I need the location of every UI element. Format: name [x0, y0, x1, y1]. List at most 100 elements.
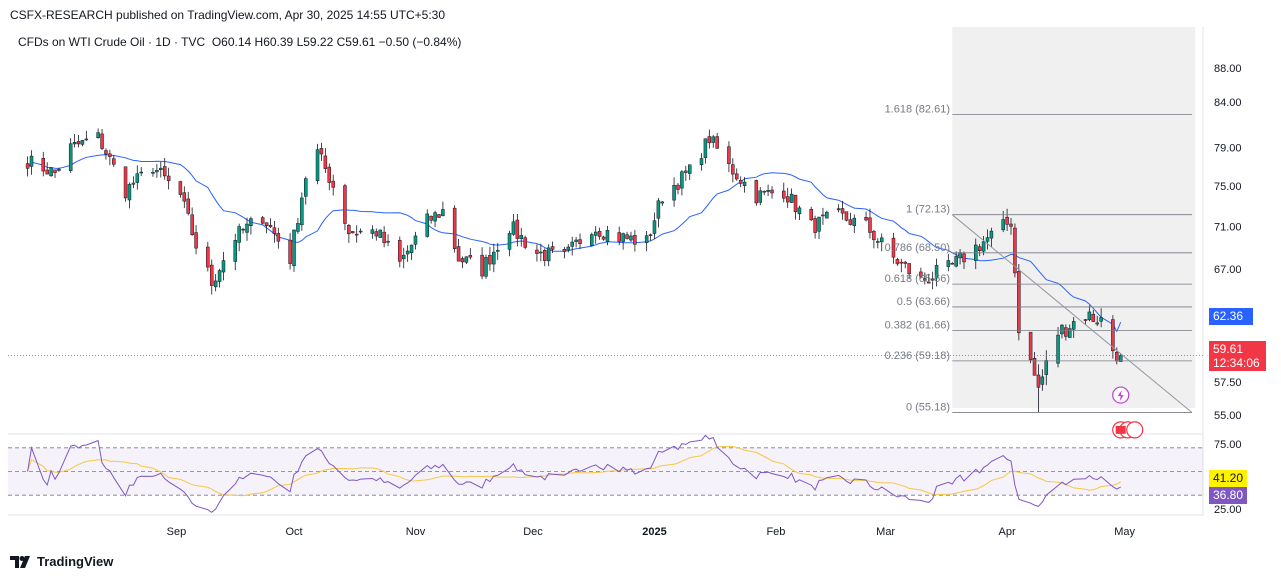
- close-value: C59.61: [336, 35, 376, 49]
- candle: [260, 215, 265, 225]
- candle-body: [41, 158, 46, 172]
- candle: [468, 248, 473, 260]
- rsi-tag: 36.80: [1209, 487, 1247, 504]
- candle: [57, 167, 61, 172]
- candle-body: [378, 229, 382, 238]
- candle-body: [1060, 324, 1064, 335]
- time-tick-label: Oct: [285, 526, 302, 538]
- candle-body: [209, 264, 214, 286]
- candle-body: [946, 260, 951, 267]
- candle-body: [562, 249, 567, 252]
- candle: [1032, 351, 1037, 376]
- candle: [237, 223, 241, 252]
- candle: [1111, 315, 1115, 359]
- candle: [539, 243, 543, 262]
- candle: [323, 148, 328, 173]
- candle: [766, 184, 770, 197]
- candle: [770, 186, 774, 199]
- candle-body: [108, 153, 112, 157]
- candle-body: [977, 246, 982, 251]
- candle: [566, 244, 571, 253]
- candle: [590, 232, 594, 247]
- candle: [276, 227, 281, 249]
- candle: [817, 216, 821, 240]
- candle-body: [848, 219, 853, 225]
- candle: [1099, 308, 1103, 328]
- candle-body: [539, 251, 543, 254]
- candle: [903, 260, 907, 269]
- time-tick-label: May: [1114, 526, 1135, 538]
- low-value: L59.22: [296, 35, 334, 49]
- candle-body: [437, 214, 441, 218]
- candle-body: [711, 136, 715, 143]
- candle-body: [864, 217, 868, 221]
- candle-body: [703, 138, 708, 158]
- candle: [821, 207, 825, 225]
- time-tick-label: Sep: [167, 526, 187, 538]
- candle-body: [1009, 223, 1013, 227]
- candle: [785, 187, 790, 208]
- fib-shade-region: [952, 27, 1196, 408]
- candle: [789, 188, 794, 204]
- candle: [523, 235, 527, 250]
- candle: [930, 271, 935, 290]
- candle: [989, 227, 994, 248]
- candle: [879, 233, 884, 252]
- candle: [382, 226, 386, 248]
- candle-body: [566, 246, 571, 251]
- tradingview-brand: TradingView: [37, 554, 114, 569]
- candle-body: [605, 230, 610, 242]
- candle-body: [989, 230, 994, 239]
- time-tick-label: Apr: [999, 526, 1016, 538]
- candle: [758, 187, 763, 206]
- candle: [347, 224, 351, 243]
- candle-body: [249, 218, 253, 226]
- candle-body: [1064, 327, 1068, 337]
- candle: [868, 208, 872, 239]
- candle: [742, 177, 747, 193]
- candle-body: [190, 214, 194, 236]
- price-tick-label: 75.00: [1214, 181, 1242, 193]
- tradingview-footer[interactable]: TradingView: [10, 554, 113, 569]
- candle: [370, 225, 375, 239]
- candle-body: [923, 278, 927, 281]
- candle-body: [1111, 319, 1115, 352]
- time-tick-label: Nov: [406, 526, 426, 538]
- candle-body: [386, 240, 390, 243]
- candle: [272, 221, 277, 243]
- fib-level-label: 0.618 (65.66): [885, 273, 950, 285]
- candle-body: [578, 239, 582, 244]
- candle: [762, 190, 766, 196]
- candle: [593, 226, 598, 244]
- candle: [327, 163, 332, 191]
- candle-body: [515, 219, 520, 239]
- candle-body: [672, 185, 676, 201]
- candle: [386, 234, 390, 247]
- candle-body: [166, 175, 171, 182]
- candle-body: [1028, 331, 1033, 361]
- candle-body: [186, 198, 190, 214]
- close-price-label: 59.61: [1213, 342, 1244, 356]
- candle: [782, 182, 786, 203]
- candle: [25, 156, 30, 177]
- candle: [108, 149, 112, 166]
- candle-body: [292, 229, 296, 267]
- candle-body: [919, 271, 923, 277]
- candle-body: [1071, 321, 1076, 330]
- candle-body: [895, 259, 900, 265]
- candle: [574, 236, 578, 248]
- candle: [848, 212, 853, 226]
- candle: [112, 155, 116, 168]
- candle: [1095, 315, 1099, 327]
- candle: [754, 179, 759, 206]
- rsi-tick-label: 75.00: [1214, 439, 1242, 451]
- candle-body: [660, 201, 665, 204]
- candle-body: [343, 185, 347, 224]
- candle: [45, 162, 49, 175]
- time-tick-label: Dec: [523, 526, 543, 538]
- candle-body: [49, 167, 53, 177]
- candle-body: [954, 256, 958, 267]
- candle: [162, 158, 167, 180]
- candle: [1060, 324, 1064, 339]
